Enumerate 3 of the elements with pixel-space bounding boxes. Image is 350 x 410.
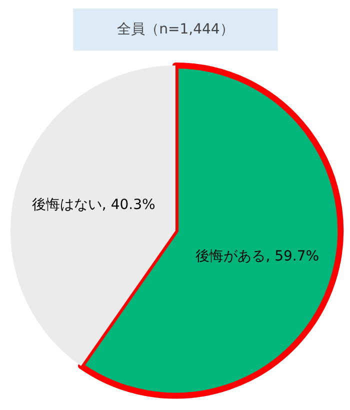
slice-label: 後悔はない, 40.3% [32,196,156,213]
chart-title: 全員（n=1,444） [117,22,234,38]
slice-label: 後悔がある, 59.7% [196,248,320,264]
